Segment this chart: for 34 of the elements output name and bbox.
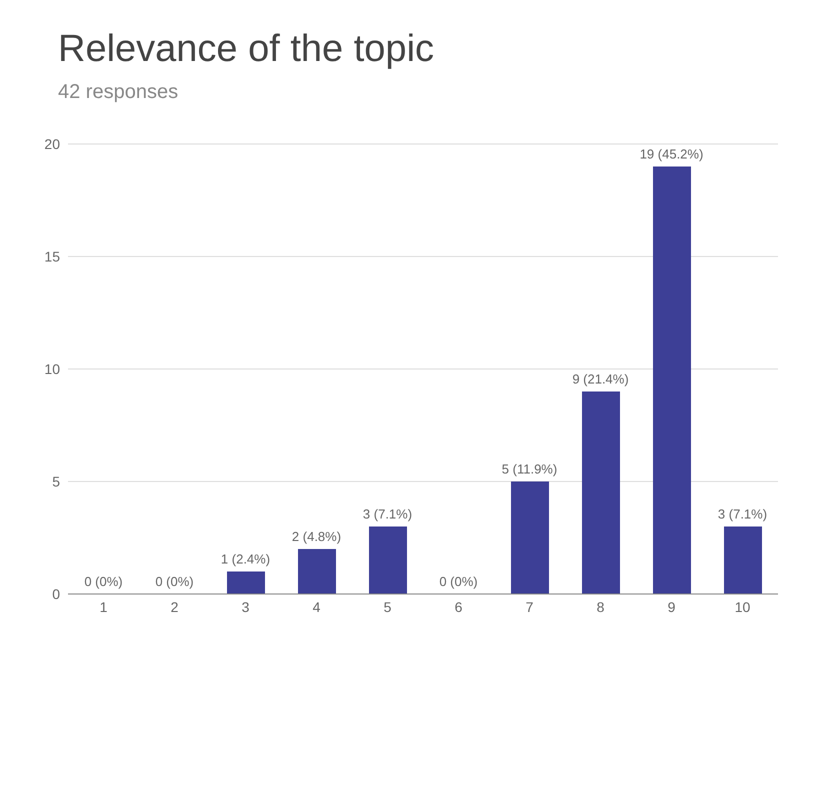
bar	[298, 549, 336, 594]
x-tick-label: 7	[526, 598, 534, 615]
data-label: 0 (0%)	[439, 574, 478, 589]
chart-title: Relevance of the topic	[58, 28, 436, 71]
x-tick-label: 2	[170, 598, 179, 615]
bar	[227, 572, 265, 594]
data-label: 0 (0%)	[155, 574, 194, 589]
data-label: 1 (2.4%)	[220, 552, 270, 566]
x-tick-label: 1	[100, 598, 108, 615]
x-tick-label: 10	[734, 598, 750, 615]
y-tick-label: 20	[44, 136, 60, 152]
bar	[653, 166, 691, 594]
x-tick-label: 9	[668, 598, 676, 615]
bar	[724, 526, 762, 594]
data-label: 3 (7.1%)	[718, 506, 768, 522]
data-label: 19 (45.2%)	[640, 146, 704, 162]
x-tick-label: 8	[596, 598, 605, 615]
chart-subtitle: 42 responses	[58, 81, 180, 104]
data-label: 5 (11.9%)	[502, 462, 558, 476]
data-label: 3 (7.1%)	[362, 506, 412, 522]
x-tick-label: 6	[454, 598, 463, 615]
x-tick-label: 4	[312, 598, 321, 615]
data-label: 9 (21.4%)	[572, 372, 629, 386]
bar	[582, 392, 620, 594]
y-tick-label: 10	[44, 360, 60, 377]
y-tick-label: 15	[44, 248, 60, 264]
data-label: 0 (0%)	[84, 574, 123, 589]
x-tick-label: 5	[384, 598, 392, 615]
y-tick-label: 5	[52, 473, 60, 490]
bar	[511, 482, 549, 594]
x-tick-label: 3	[242, 598, 250, 615]
data-label: 2 (4.8%)	[292, 529, 342, 544]
bar	[369, 526, 407, 594]
y-tick-label: 0	[52, 586, 60, 602]
